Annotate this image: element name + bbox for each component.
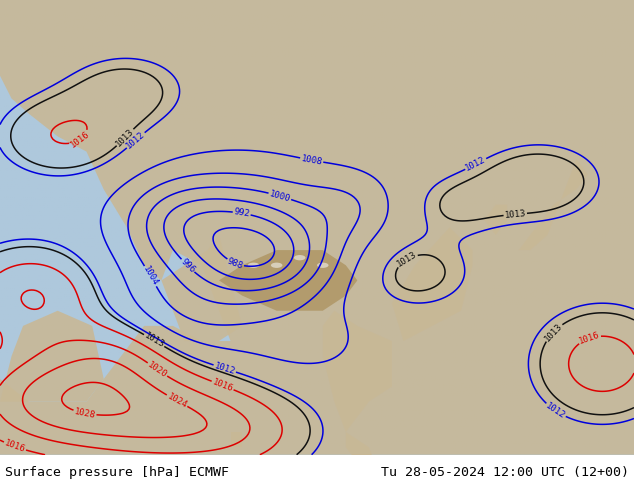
Polygon shape — [392, 227, 472, 341]
Text: 1016: 1016 — [68, 129, 91, 149]
Polygon shape — [323, 311, 392, 432]
Text: 1013: 1013 — [114, 127, 136, 148]
Ellipse shape — [248, 263, 259, 268]
Text: 1013: 1013 — [143, 331, 165, 350]
Polygon shape — [0, 311, 104, 402]
Polygon shape — [231, 432, 242, 447]
Text: 1012: 1012 — [544, 401, 567, 420]
Polygon shape — [484, 205, 507, 235]
Text: 1016: 1016 — [211, 377, 235, 393]
Text: 1012: 1012 — [213, 361, 236, 376]
Ellipse shape — [317, 263, 328, 268]
Text: 1016: 1016 — [578, 330, 601, 346]
Text: 1020: 1020 — [146, 360, 169, 379]
Text: 1013: 1013 — [504, 209, 526, 220]
Polygon shape — [346, 432, 380, 477]
Text: 1012: 1012 — [125, 130, 147, 150]
Text: 1016: 1016 — [3, 439, 27, 454]
Ellipse shape — [294, 255, 306, 260]
Text: 1028: 1028 — [74, 407, 96, 420]
Polygon shape — [219, 250, 358, 311]
Text: 1013: 1013 — [395, 250, 418, 269]
Polygon shape — [0, 0, 634, 455]
Polygon shape — [162, 235, 242, 341]
Text: 1004: 1004 — [141, 265, 160, 288]
Text: 1024: 1024 — [165, 392, 188, 410]
Text: Surface pressure [hPa] ECMWF: Surface pressure [hPa] ECMWF — [5, 466, 229, 479]
Text: 1012: 1012 — [464, 155, 488, 173]
Text: 1013: 1013 — [543, 321, 564, 343]
Text: 1000: 1000 — [268, 189, 292, 203]
Text: 988: 988 — [226, 256, 245, 270]
Polygon shape — [519, 159, 588, 250]
Ellipse shape — [271, 263, 282, 268]
Text: 992: 992 — [233, 207, 250, 219]
Text: 996: 996 — [179, 257, 197, 274]
Text: Tu 28-05-2024 12:00 UTC (12+00): Tu 28-05-2024 12:00 UTC (12+00) — [381, 466, 629, 479]
Text: 1008: 1008 — [301, 154, 323, 167]
